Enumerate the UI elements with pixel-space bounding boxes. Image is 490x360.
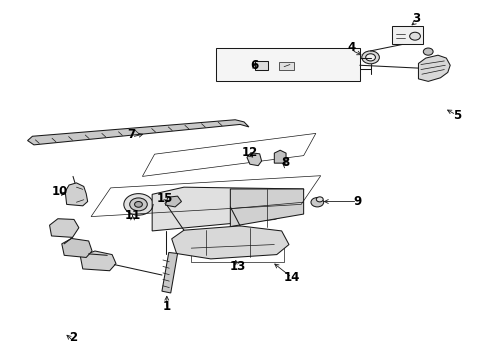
Text: 8: 8 xyxy=(281,156,289,169)
Polygon shape xyxy=(216,48,360,81)
Circle shape xyxy=(366,54,375,61)
Text: 12: 12 xyxy=(242,145,258,158)
Text: 11: 11 xyxy=(124,209,141,222)
Circle shape xyxy=(410,32,420,40)
Polygon shape xyxy=(279,62,294,69)
Circle shape xyxy=(237,60,251,70)
Text: 6: 6 xyxy=(251,59,259,72)
Circle shape xyxy=(91,257,104,267)
Circle shape xyxy=(317,197,323,202)
Circle shape xyxy=(135,202,143,207)
Text: 7: 7 xyxy=(127,127,136,141)
Circle shape xyxy=(62,227,69,232)
Circle shape xyxy=(71,243,82,252)
Text: 1: 1 xyxy=(163,300,171,313)
Polygon shape xyxy=(255,61,269,69)
Circle shape xyxy=(231,56,257,75)
Polygon shape xyxy=(27,120,249,145)
Bar xyxy=(392,26,423,44)
Polygon shape xyxy=(230,189,304,226)
Polygon shape xyxy=(65,183,88,206)
Text: 4: 4 xyxy=(347,41,356,54)
Text: 3: 3 xyxy=(412,12,420,25)
Polygon shape xyxy=(274,150,286,163)
Circle shape xyxy=(130,198,147,211)
Text: 13: 13 xyxy=(230,260,246,273)
Circle shape xyxy=(423,48,433,55)
Circle shape xyxy=(311,198,324,207)
Circle shape xyxy=(362,51,379,64)
Circle shape xyxy=(57,224,73,235)
Text: 14: 14 xyxy=(284,271,300,284)
Polygon shape xyxy=(152,187,304,231)
Ellipse shape xyxy=(259,60,270,71)
Polygon shape xyxy=(162,252,177,293)
Polygon shape xyxy=(172,226,289,259)
Text: 10: 10 xyxy=(51,185,68,198)
Circle shape xyxy=(124,194,153,215)
Polygon shape xyxy=(418,55,450,81)
Circle shape xyxy=(277,156,284,161)
Polygon shape xyxy=(62,238,92,257)
Text: 2: 2 xyxy=(69,331,77,344)
Text: 5: 5 xyxy=(453,109,462,122)
Polygon shape xyxy=(247,153,262,166)
Text: 9: 9 xyxy=(353,195,362,208)
Polygon shape xyxy=(49,219,79,237)
Polygon shape xyxy=(80,251,116,271)
Polygon shape xyxy=(165,196,181,207)
Text: 15: 15 xyxy=(156,192,172,205)
